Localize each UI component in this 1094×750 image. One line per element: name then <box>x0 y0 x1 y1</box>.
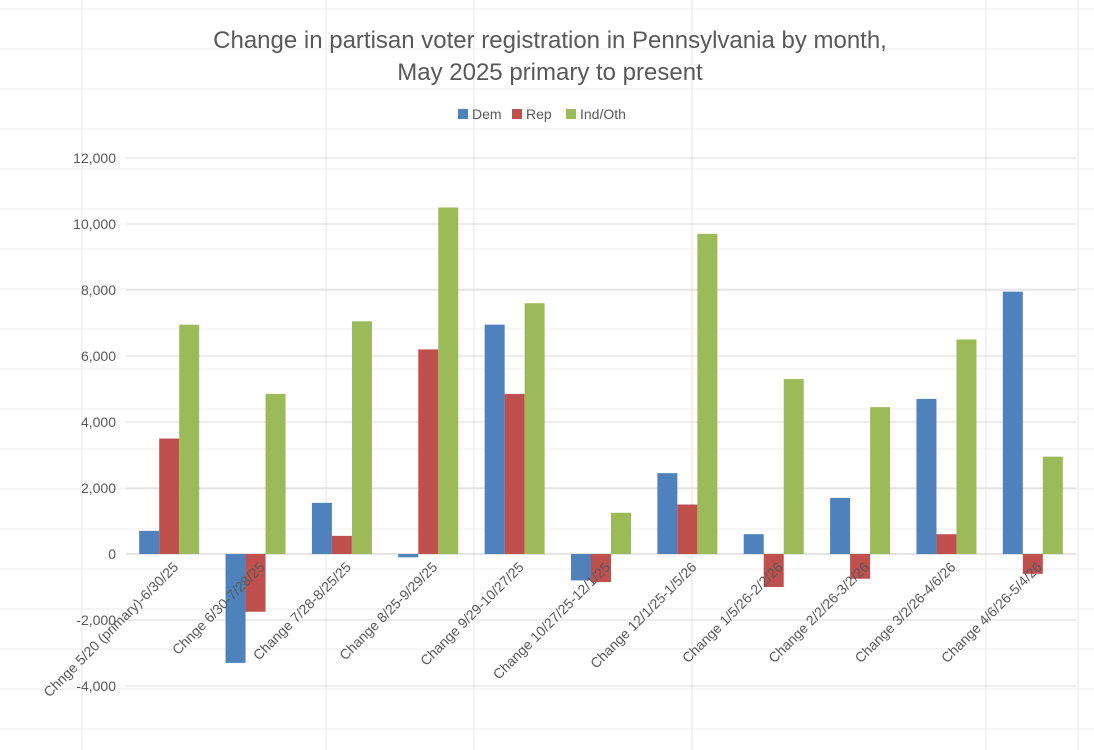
bar-dem <box>484 324 505 554</box>
bar-rep <box>331 535 352 554</box>
bar-dem <box>743 534 764 554</box>
bar-rep <box>504 393 525 554</box>
y-tick-label: 6,000 <box>81 348 116 364</box>
bar-rep <box>850 554 871 579</box>
y-tick-label: 10,000 <box>73 216 116 232</box>
y-tick-label: 12,000 <box>73 150 116 166</box>
bar-ind-oth <box>438 207 459 554</box>
y-tick-label: 8,000 <box>81 282 116 298</box>
legend-swatch <box>458 109 468 119</box>
legend-label: Rep <box>526 106 552 122</box>
bar-ind-oth <box>524 303 545 554</box>
bar-ind-oth <box>611 512 631 554</box>
legend-label: Dem <box>472 106 502 122</box>
bar-ind-oth <box>1042 456 1063 554</box>
bar-ind-oth <box>265 393 286 554</box>
legend-swatch <box>512 109 522 119</box>
bar-ind-oth <box>179 324 200 554</box>
bar-ind-oth <box>870 407 891 554</box>
y-tick-label: 0 <box>108 546 116 562</box>
bar-ind-oth <box>783 379 804 554</box>
bar-rep <box>763 554 784 587</box>
chart-title-line-2: May 2025 primary to present <box>397 59 703 86</box>
bar-dem <box>225 554 246 663</box>
bar-rep <box>936 534 957 554</box>
bar-rep <box>591 554 611 583</box>
bar-dem <box>916 398 937 554</box>
chart-title: Change in partisan voter registration in… <box>213 27 887 86</box>
bar-dem <box>571 554 591 581</box>
y-axis: -4,000 -2,000 0 2,000 4,000 6,000 8,000 10,000 1… <box>73 150 116 694</box>
bar-rep <box>677 504 698 554</box>
legend-swatch <box>566 109 576 119</box>
bar-dem <box>1002 291 1023 554</box>
bar-dem <box>139 530 160 554</box>
y-tick-label: -2,000 <box>76 612 116 628</box>
chart-legend: Dem Rep Ind/Oth <box>458 106 626 122</box>
y-tick-label: -4,000 <box>76 678 116 694</box>
bar-dem <box>657 473 678 554</box>
bar-rep <box>245 554 266 612</box>
bar-rep <box>1022 554 1043 574</box>
chart-title-line-1: Change in partisan voter registration in… <box>213 27 887 54</box>
bar-dem <box>398 554 419 558</box>
y-tick-label: 4,000 <box>81 414 116 430</box>
bar-ind-oth <box>697 233 718 554</box>
bar-ind-oth <box>956 339 977 554</box>
bar-rep <box>418 349 439 554</box>
x-category-label: Change 8/25-9/29/25 <box>336 559 440 663</box>
legend-label: Ind/Oth <box>580 106 626 122</box>
bars <box>139 207 1063 663</box>
bar-ind-oth <box>351 321 372 554</box>
bar-rep <box>159 438 180 554</box>
bar-dem <box>311 502 332 554</box>
y-tick-label: 2,000 <box>81 480 116 496</box>
bar-dem <box>830 497 851 554</box>
